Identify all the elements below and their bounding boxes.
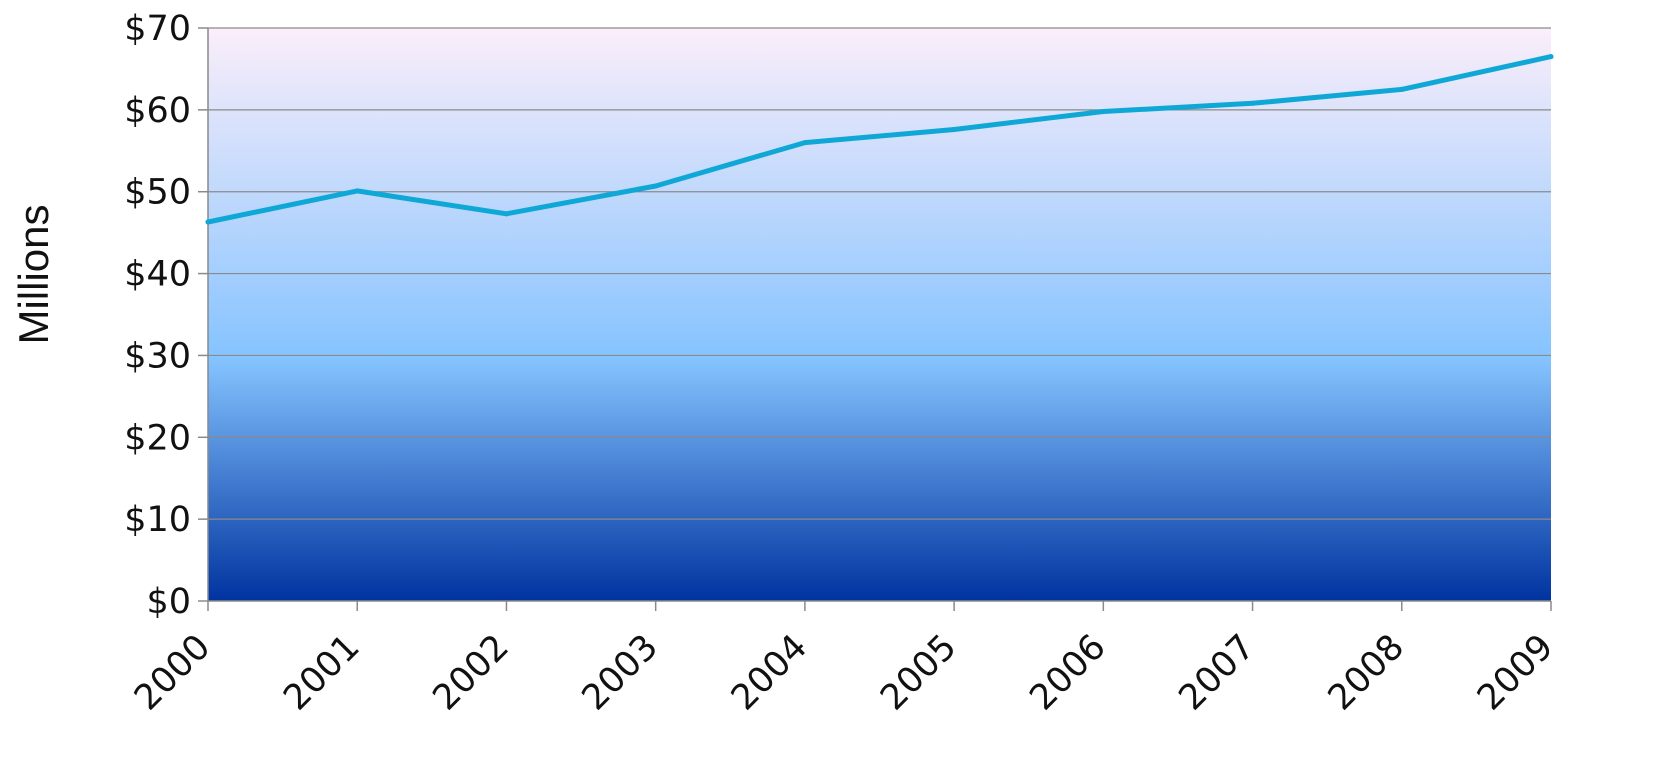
y-tick-label: $10 [124,500,191,540]
x-tick-label: 2005 [873,627,964,718]
data-point [503,211,509,217]
x-tick-label: 2003 [575,627,666,718]
series-line-0 [205,54,1554,225]
data-point [802,140,808,146]
data-point [1250,100,1256,106]
data-point [1399,86,1405,92]
x-tick-label: 2001 [276,627,367,718]
data-point [951,127,957,133]
y-tick-label: $30 [124,336,191,376]
y-tick-label: $40 [124,255,191,295]
data-point [1548,54,1554,60]
x-tick-label: 2004 [724,627,815,718]
x-tick-label: 2009 [1470,627,1561,718]
data-point [205,219,211,225]
x-tick-label: 2006 [1022,627,1113,718]
data-point [354,188,360,194]
y-tick-label: $50 [124,173,191,213]
plot-area-background [208,28,1551,601]
data-point [1100,108,1106,114]
gridlines [208,27,1551,520]
y-axis-title: Millions [10,204,57,344]
x-tick-labels: 2000 2001 2002 2003 2004 2005 2006 2007 2008 2009 [127,627,1561,718]
x-tick-label: 2008 [1321,627,1412,718]
x-tick-label: 2002 [426,627,517,718]
y-tick-label: $60 [124,91,191,131]
y-tick-label: $20 [124,418,191,458]
x-tick-label: 2007 [1172,627,1263,718]
y-tick-label: $70 [124,9,191,49]
x-tick-label: 2000 [127,627,218,718]
axes [198,27,1552,611]
y-tick-labels: $0 $10 $20 $30 $40 $50 $60 $70 [124,9,191,622]
y-tick-label: $0 [146,582,191,622]
data-point [653,183,659,189]
series-group [205,54,1554,225]
